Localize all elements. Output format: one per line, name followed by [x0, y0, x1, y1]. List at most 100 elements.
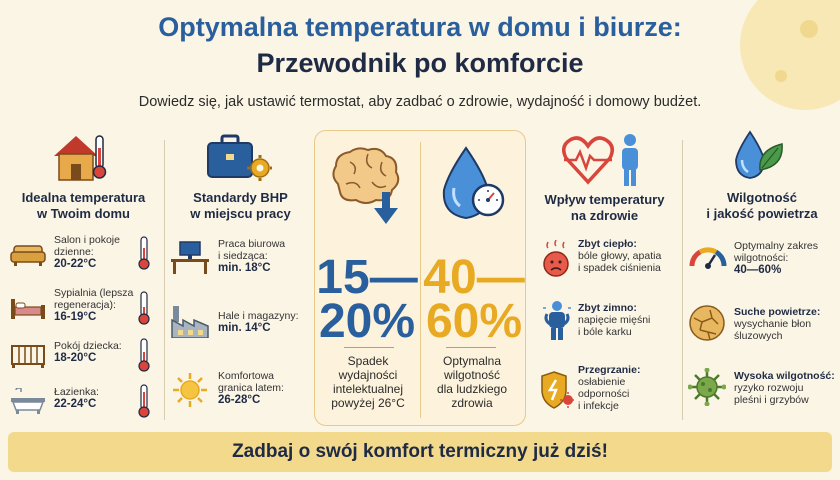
list-item-too-hot: Zbyt ciepło: bóle głowy, apatia i spadek…	[540, 234, 680, 284]
column-divider	[682, 140, 683, 420]
stat-productivity-desc: Spadek wydajności intelektualnej powyżej…	[318, 354, 418, 410]
humidity-title-line2: i jakość powietrza	[706, 206, 818, 221]
cold-person-icon	[542, 300, 572, 340]
health-column-title: Wpływ temperatury na zdrowie	[532, 192, 677, 224]
bathroom-label: Łazienka:	[54, 386, 99, 398]
home-title-line1: Idealna temperatura	[21, 190, 146, 205]
stat-humidity-line2: 60%	[425, 295, 523, 348]
bedroom-label-2: regeneracja):	[54, 299, 116, 311]
stat-underline	[344, 347, 394, 348]
list-item-living-room: Salon i pokoje dzienne: 20-22°C	[10, 232, 160, 276]
shield-virus-icon	[540, 370, 574, 410]
bed-icon	[10, 297, 46, 319]
bedroom-label: Sypialnia (lepsza	[54, 287, 134, 299]
dry-air-line2: śluzowych	[734, 330, 783, 342]
gauge-icon	[688, 242, 728, 270]
high-humidity-title: Wysoka wilgotność:	[734, 370, 835, 382]
overheating-line2: odporności	[578, 388, 630, 400]
list-item-dry-air: Suche powietrze: wysychanie błon śluzowy…	[688, 300, 836, 350]
office-label: Praca biurowa	[218, 238, 286, 250]
summer-label: Komfortowa	[218, 370, 275, 382]
decor-hole	[800, 20, 818, 38]
page-subtitle: Dowiedz się, jak ustawić termostat, aby …	[138, 94, 702, 110]
health-title-line2: na zdrowie	[570, 208, 639, 223]
drop-leaf-icon	[730, 130, 786, 180]
optimal-humidity-line1: Optymalny zakres	[734, 240, 819, 252]
warehouse-value: min. 14°C	[218, 322, 271, 334]
hot-face-icon	[540, 240, 572, 278]
stat-productivity-value: 15— 20%	[314, 251, 420, 348]
stat-productivity-desc-3: intelektualnej	[332, 382, 404, 396]
stat-productivity-desc-1: Spadek	[347, 354, 389, 368]
overheating-line1: osłabienie	[578, 376, 626, 388]
list-item-summer: Komfortowa granica latem: 26-28°C	[170, 368, 310, 414]
work-title-line1: Standardy BHP	[193, 190, 288, 205]
optimal-humidity-line2: wilgotności:	[734, 252, 789, 264]
warehouse-label: Hale i magazyny:	[218, 310, 299, 322]
overheating-line3: i infekcje	[578, 400, 619, 412]
too-cold-line1: napięcie mięśni	[578, 314, 651, 326]
list-item-bathroom: Łazienka: 22-24°C	[10, 382, 160, 422]
office-label-2: i siedząca:	[218, 250, 268, 262]
briefcase-gear-icon	[206, 134, 272, 182]
stat-productivity-line2: 20%	[318, 295, 416, 348]
too-cold-line2: i bóle karku	[578, 326, 632, 338]
stat-productivity-line1: 15—	[316, 251, 418, 304]
work-column-title: Standardy BHP w miejscu pracy	[168, 190, 313, 222]
too-hot-line2: i spadek ciśnienia	[578, 262, 661, 274]
list-item-overheating: Przegrzanie: osłabienie odporności i inf…	[540, 364, 680, 424]
list-item-office: Praca biurowa i siedząca: min. 18°C	[170, 234, 310, 282]
list-item-bedroom: Sypialnia (lepsza regeneracja): 16-19°C	[10, 285, 160, 329]
mold-icon	[688, 368, 726, 406]
humidity-column-title: Wilgotność i jakość powietrza	[688, 190, 836, 222]
stats-divider	[420, 142, 421, 418]
too-hot-line1: bóle głowy, apatia	[578, 250, 662, 262]
high-humidity-line2: pleśni i grzybów	[734, 394, 809, 406]
bedroom-value: 16-19°C	[54, 311, 97, 323]
heart-pulse-person-icon	[562, 132, 652, 188]
desk-icon	[170, 240, 210, 274]
dry-air-title: Suche powietrze:	[734, 306, 821, 318]
stat-humidity-desc-2: wilgotność	[443, 368, 501, 382]
work-title-line2: w miejscu pracy	[190, 206, 291, 221]
crib-icon	[10, 342, 46, 368]
summer-label-2: granica latem:	[218, 382, 284, 394]
kids-room-value: 18-20°C	[54, 352, 97, 364]
dry-air-line1: wysychanie błon	[734, 318, 812, 330]
living-room-label-2: dzienne:	[54, 246, 94, 258]
stat-humidity-line1: 40—	[423, 251, 525, 304]
thermometer-icon	[138, 338, 150, 372]
overheating-title: Przegrzanie:	[578, 364, 641, 376]
house-thermometer-icon	[50, 132, 112, 182]
bathtub-icon	[10, 388, 46, 414]
home-column-title: Idealna temperatura w Twoim domu	[6, 190, 161, 222]
kids-room-label: Pokój dziecka:	[54, 340, 122, 352]
bathroom-value: 22-24°C	[54, 398, 97, 410]
list-item-kids-room: Pokój dziecka: 18-20°C	[10, 336, 160, 376]
too-hot-title: Zbyt ciepło:	[578, 238, 637, 250]
thermometer-icon	[138, 291, 150, 325]
home-title-line2: w Twoim domu	[37, 206, 130, 221]
factory-icon	[170, 304, 210, 338]
high-humidity-line1: ryzyko rozwoju	[734, 382, 804, 394]
summer-value: 26-28°C	[218, 394, 261, 406]
column-divider	[164, 140, 165, 420]
stat-humidity-value: 40— 60%	[421, 251, 527, 348]
health-title-line1: Wpływ temperatury	[544, 192, 665, 207]
office-value: min. 18°C	[218, 262, 271, 274]
dry-soil-icon	[688, 304, 726, 342]
stat-humidity-desc-1: Optymalna	[442, 354, 502, 368]
stat-humidity-desc: Optymalna wilgotność dla ludzkiego zdrow…	[422, 354, 522, 410]
stat-underline	[446, 347, 496, 348]
list-item-high-humidity: Wysoka wilgotność: ryzyko rozwoju pleśni…	[688, 364, 836, 414]
stat-productivity-desc-2: wydajności	[338, 368, 398, 382]
humidity-title-line1: Wilgotność	[727, 190, 797, 205]
thermometer-icon	[138, 236, 150, 270]
page-title-line1: Optymalna temperatura w domu i biurze:	[158, 12, 682, 42]
thermometer-icon	[138, 384, 150, 418]
living-room-value: 20-22°C	[54, 258, 97, 270]
list-item-optimal-humidity: Optymalny zakres wilgotności: 40—60%	[688, 238, 836, 284]
too-cold-title: Zbyt zimno:	[578, 302, 637, 314]
optimal-humidity-value: 40—60%	[734, 264, 782, 276]
decor-hole	[775, 70, 787, 82]
